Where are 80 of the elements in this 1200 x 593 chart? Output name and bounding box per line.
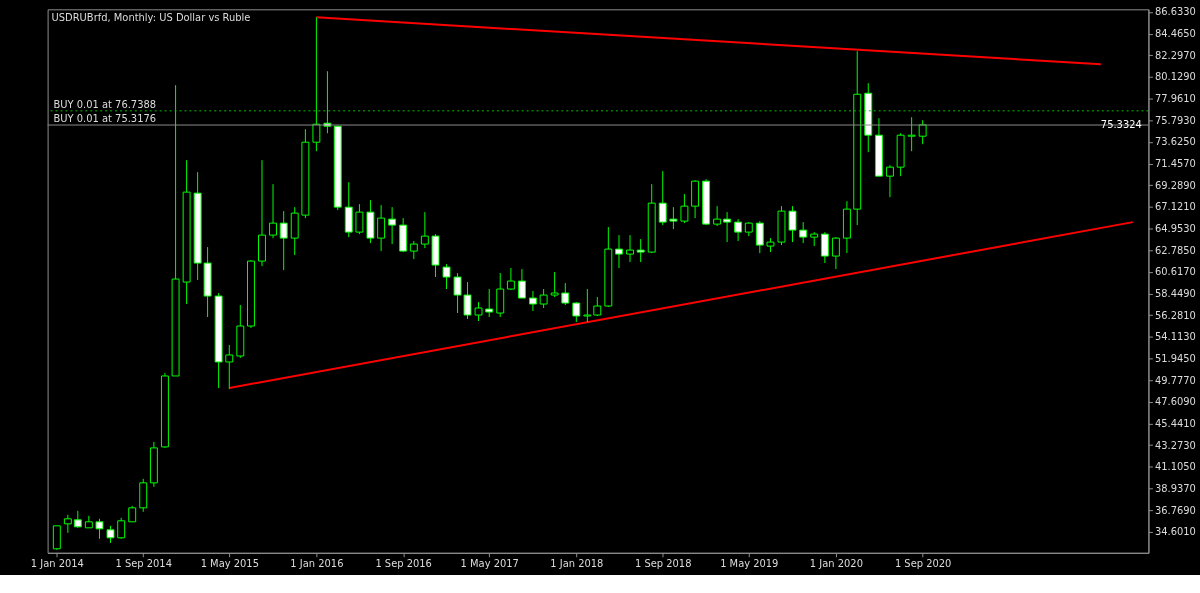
x-tick-label: 1 Sep 2016	[375, 558, 432, 570]
candlestick	[355, 203, 364, 235]
y-tick-label: 75.7930	[1154, 114, 1196, 126]
y-tick-label: 82.2970	[1154, 49, 1196, 61]
candlestick	[583, 288, 592, 323]
candlestick	[63, 514, 72, 534]
x-tick-label: 1 Jan 2014	[30, 558, 84, 570]
y-tick-label: 56.2810	[1154, 309, 1196, 321]
candlestick	[312, 16, 321, 152]
candlestick	[788, 205, 797, 243]
x-tick-label: 1 Sep 2018	[634, 558, 692, 570]
y-tick-label: 49.7770	[1154, 374, 1196, 386]
candlestick	[799, 221, 808, 244]
y-tick-label: 60.6170	[1154, 266, 1196, 278]
y-tick-label: 73.6250	[1154, 136, 1196, 148]
y-tick-label: 86.6330	[1154, 6, 1196, 18]
candlestick	[117, 517, 126, 540]
candlestick	[561, 282, 570, 306]
candlestick	[474, 301, 483, 322]
y-tick-label: 54.1130	[1154, 331, 1196, 343]
chart-title: USDRUBrfd, Monthly: US Dollar vs Ruble	[51, 12, 251, 24]
candlestick	[420, 211, 429, 249]
annotation: 75.3324	[1100, 118, 1142, 130]
x-tick-label: 1 May 2015	[200, 558, 259, 570]
candlestick	[680, 193, 689, 224]
y-tick-label: 34.6010	[1154, 526, 1196, 538]
x-tick-label: 1 May 2019	[720, 558, 779, 570]
candlestick	[225, 344, 234, 390]
candlestick	[528, 290, 537, 312]
y-tick-label: 67.1210	[1154, 201, 1196, 213]
candlestick	[755, 220, 764, 254]
y-tick-label: 36.7690	[1154, 504, 1196, 516]
candlestick	[572, 301, 581, 323]
candlestick	[820, 231, 829, 264]
candlestick	[539, 288, 548, 309]
candlestick	[279, 210, 288, 271]
y-tick-label: 62.7850	[1154, 244, 1196, 256]
y-tick-label: 38.9370	[1154, 482, 1196, 494]
x-tick-label: 1 Jan 2020	[809, 558, 863, 570]
candlestick	[52, 525, 61, 551]
y-tick-label: 45.4410	[1154, 417, 1196, 429]
x-tick-label: 1 Jan 2018	[550, 558, 604, 570]
candlestick	[636, 238, 645, 263]
y-tick-label: 58.4490	[1154, 288, 1196, 300]
candlestick	[496, 272, 505, 318]
candlestick	[658, 170, 667, 226]
candlestick	[485, 288, 494, 318]
candlestick	[517, 268, 526, 299]
y-tick-label: 43.2730	[1154, 439, 1196, 451]
candlestick	[626, 234, 634, 263]
x-tick-label: 1 May 2017	[460, 558, 519, 570]
y-tick-label: 71.4570	[1154, 158, 1196, 170]
candlestick	[907, 116, 916, 152]
candlestick	[95, 518, 104, 540]
candlestick	[269, 183, 277, 239]
x-tick-label: 1 Sep 2020	[894, 558, 952, 570]
ref-line-label: BUY 0.01 at 75.3176	[53, 113, 157, 125]
y-tick-label: 77.9610	[1154, 93, 1196, 105]
candlestick	[713, 205, 722, 227]
candlestick	[615, 234, 623, 269]
candlestick	[885, 164, 894, 198]
y-tick-label: 84.4650	[1154, 28, 1196, 40]
candlestick	[918, 119, 927, 145]
candlestick	[723, 211, 732, 243]
y-tick-label: 47.6090	[1154, 396, 1196, 408]
candlestick	[442, 263, 451, 290]
candlestick	[388, 206, 397, 245]
y-tick-label: 64.9530	[1154, 223, 1196, 235]
candlestick	[550, 271, 559, 298]
y-tick-label: 41.1050	[1154, 461, 1196, 473]
candlestick	[669, 206, 678, 230]
ref-line-label: BUY 0.01 at 76.7388	[53, 98, 157, 110]
x-tick-label: 1 Jan 2016	[290, 558, 344, 570]
x-tick-label: 1 Sep 2014	[115, 558, 172, 570]
candlestick	[377, 204, 386, 252]
candlestick	[831, 236, 840, 270]
y-tick-label: 80.1290	[1154, 71, 1196, 83]
candlestick	[734, 218, 743, 242]
y-tick-label: 69.2890	[1154, 179, 1196, 191]
y-tick-label: 51.9450	[1154, 353, 1196, 364]
